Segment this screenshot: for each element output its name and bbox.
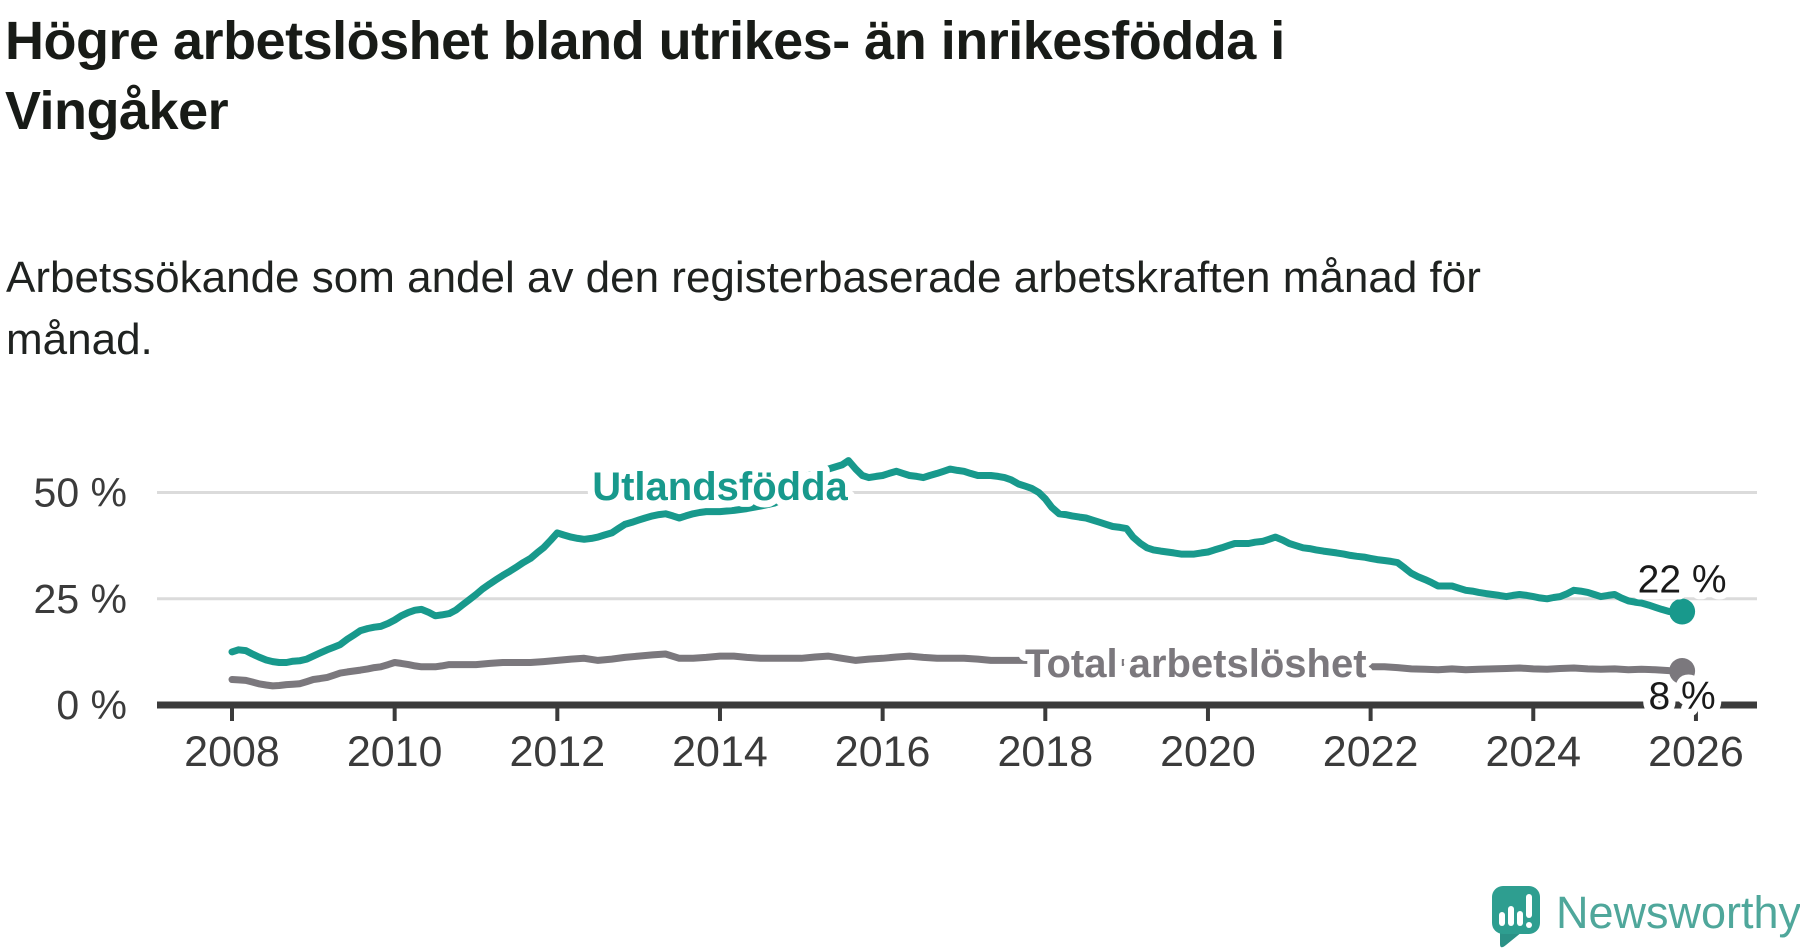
x-tick-label: 2010 [347, 728, 443, 776]
x-tick-label: 2026 [1648, 728, 1744, 776]
page-subtitle-line-2: månad. [6, 315, 153, 364]
newsworthy-logo-text: Newsworthy [1556, 887, 1800, 938]
x-tick-label: 2014 [672, 728, 768, 776]
x-tick-label: 2024 [1485, 728, 1581, 776]
logo-bars-icon [1499, 894, 1532, 928]
page-title-line-2: Vingåker [5, 81, 229, 141]
logo-bubble-icon [1492, 886, 1540, 934]
page-subtitle-line-1: Arbetssökande som andel av den registerb… [6, 253, 1481, 302]
x-tick-label: 2016 [835, 728, 931, 776]
y-tick-label: 0 % [56, 682, 127, 728]
page-subtitle: Arbetssökande som andel av den registerb… [6, 247, 1486, 371]
x-tick-label: 2008 [184, 728, 280, 776]
series-line-total [228, 650, 1686, 690]
series-end-label: 8 % [1649, 675, 1716, 718]
page-title-line-1: Högre arbetslöshet bland utrikes- än inr… [5, 11, 1285, 71]
x-tick-label: 2012 [509, 728, 605, 776]
newsworthy-logo-icon [1492, 886, 1540, 948]
x-tick-label: 2018 [997, 728, 1093, 776]
logo-exclamation-bar-icon [1526, 894, 1532, 918]
page-title: Högre arbetslöshet bland utrikes- än inr… [5, 6, 1505, 146]
series-end-dot [1669, 658, 1696, 684]
logo-exclamation-dot-icon [1526, 922, 1532, 928]
y-tick-label: 25 % [34, 576, 127, 622]
series-end-dot [1669, 598, 1696, 625]
y-tick-label: 50 % [34, 470, 127, 516]
series-label-total: Total arbetslöshet [1025, 642, 1367, 686]
x-tick-label: 2020 [1160, 728, 1256, 776]
series-line-utlandsfodda [228, 457, 1686, 666]
x-tick-label: 2022 [1323, 728, 1419, 776]
series-end-label: 22 % [1638, 559, 1727, 602]
newsworthy-logo: Newsworthy [1492, 886, 1800, 948]
series-label-utlandsfodda: Utlandsfödda [592, 465, 848, 509]
